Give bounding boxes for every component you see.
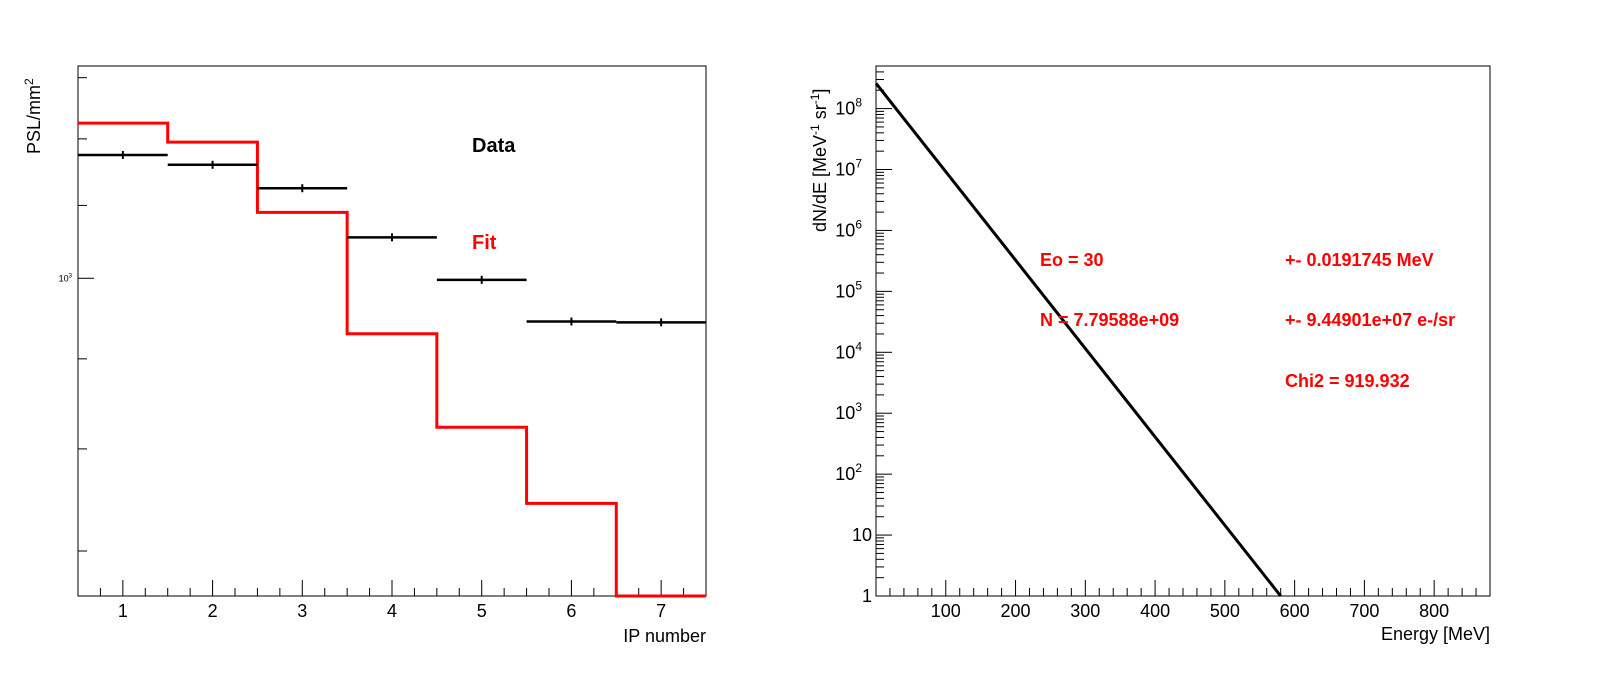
right-x-axis: 100 200 300 400 500 600 700 800	[875, 580, 1491, 621]
right-y-tick-label-sup: 2	[855, 461, 862, 475]
right-x-tick-label: 300	[1070, 601, 1100, 621]
right-y-tick-label-sup: 5	[855, 278, 862, 292]
right-chart: 1 10 102 103 104 105 106 107 108 100 200 300 400 500…	[808, 65, 1491, 644]
right-y-tick-label-sup: 3	[855, 400, 862, 414]
annotation-eo-error: +- 0.0191745 MeV	[1285, 250, 1434, 270]
left-x-tick-label: 3	[297, 601, 307, 621]
right-y-tick-label: 102	[835, 461, 862, 484]
left-y-tick-label-sup: 3	[69, 273, 73, 279]
right-x-tick-label: 400	[1140, 601, 1170, 621]
left-y-axis: 103	[59, 77, 94, 552]
left-x-tick-label: 6	[566, 601, 576, 621]
right-plot-frame	[875, 65, 1491, 597]
right-y-tick-label: 104	[835, 339, 862, 362]
right-x-tick-label: 700	[1349, 601, 1379, 621]
right-y-tick-label-sup: 8	[855, 96, 862, 110]
right-y-tick-label: 106	[835, 217, 862, 240]
left-plot-frame	[77, 65, 707, 597]
annotation-chi2: Chi2 = 919.932	[1285, 371, 1410, 391]
right-x-tick-label: 100	[931, 601, 961, 621]
right-y-tick-label: 107	[835, 157, 862, 180]
fit-step-line	[78, 121, 706, 598]
right-x-tick-label: 200	[1001, 601, 1031, 621]
legend-data-label: Data	[472, 135, 516, 157]
spectrum-series	[874, 82, 1282, 597]
right-y-axis-label: dN/dE [MeV-1 sr-1]	[808, 89, 830, 232]
left-y-tick-label: 103	[59, 273, 73, 283]
left-x-tick-label: 2	[208, 601, 218, 621]
right-y-tick-label-sup: 4	[855, 339, 862, 353]
left-chart: 103 1 2 3 4 5 6 7 PSL/mm2 IP number Data Fit	[22, 65, 707, 646]
left-y-axis-label: PSL/mm2	[22, 78, 44, 154]
annotation-n-error: +- 9.44901e+07 e-/sr	[1285, 310, 1455, 330]
fit-series	[78, 121, 706, 598]
right-y-tick-label: 108	[835, 96, 862, 119]
right-x-axis-label: Energy [MeV]	[1381, 624, 1490, 644]
right-y-tick-label: 10	[852, 525, 872, 545]
left-x-tick-label: 4	[387, 601, 397, 621]
right-y-tick-label: 103	[835, 400, 862, 423]
left-x-tick-label: 7	[656, 601, 666, 621]
left-x-axis: 1 2 3 4 5 6 7	[77, 580, 707, 621]
left-x-tick-label: 5	[477, 601, 487, 621]
right-x-tick-label: 800	[1419, 601, 1449, 621]
right-y-axis: 1 10 102 103 104 105 106 107 108	[835, 65, 892, 606]
right-y-tick-label-sup: 6	[855, 217, 862, 231]
left-x-tick-label: 1	[118, 601, 128, 621]
annotation-eo: Eo = 30	[1040, 250, 1104, 270]
left-y-axis-label-sup: 2	[22, 78, 36, 85]
right-x-tick-label: 500	[1210, 601, 1240, 621]
left-x-axis-label: IP number	[623, 626, 706, 646]
right-y-tick-label: 1	[862, 586, 872, 606]
right-y-tick-label: 105	[835, 278, 862, 301]
spectrum-line	[874, 82, 1282, 597]
data-series	[78, 150, 706, 327]
right-y-tick-label-sup: 7	[855, 157, 862, 171]
right-x-tick-label: 600	[1280, 601, 1310, 621]
legend-fit-label: Fit	[472, 232, 497, 254]
annotation-n: N = 7.79588e+09	[1040, 310, 1179, 330]
